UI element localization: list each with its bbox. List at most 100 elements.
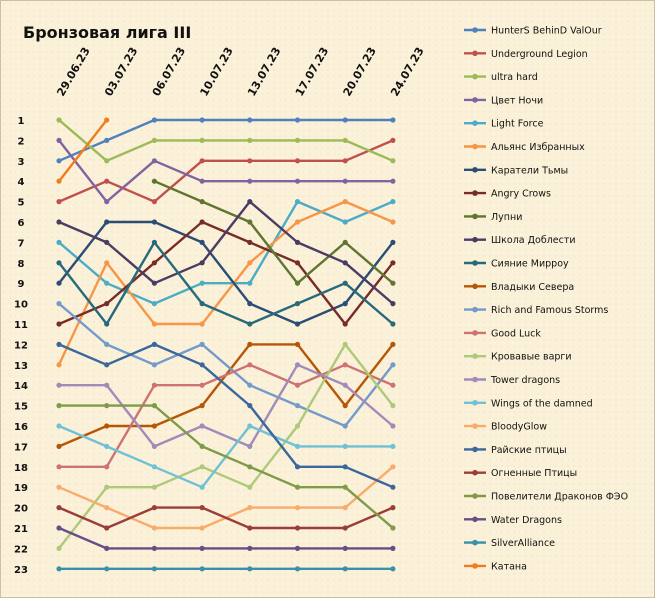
series [56, 464, 396, 531]
rank-label: 17 [14, 442, 28, 453]
legend-label: ultra hard [491, 72, 538, 83]
legend-swatch-marker [472, 516, 478, 523]
data-point [342, 403, 348, 409]
data-point [342, 525, 348, 531]
rank-label: 8 [18, 259, 25, 270]
data-point [199, 219, 205, 225]
legend-item: Good Luck [464, 328, 541, 339]
data-point [199, 178, 205, 184]
date-label: 20.07.23 [341, 45, 379, 99]
data-point [342, 443, 348, 449]
data-point [104, 443, 110, 449]
legend-swatch-marker [472, 563, 478, 569]
data-point [199, 382, 205, 388]
data-point [390, 341, 396, 347]
legend-label: Школа Доблести [491, 235, 576, 246]
data-point [56, 484, 62, 490]
data-point [294, 280, 301, 286]
data-point [390, 321, 396, 327]
legend-swatch-marker [472, 120, 478, 126]
data-point [342, 158, 348, 164]
data-point [390, 362, 396, 368]
data-point [294, 219, 301, 225]
data-point [247, 403, 253, 409]
data-point [104, 464, 110, 470]
data-point [151, 158, 157, 164]
series [56, 117, 396, 164]
legend-label: Огненные Птицы [491, 468, 577, 479]
data-point [56, 239, 62, 245]
data-point [104, 137, 110, 143]
data-point [104, 484, 110, 490]
data-point [199, 117, 205, 123]
series [56, 525, 396, 552]
data-point [247, 158, 253, 164]
data-point [56, 382, 62, 388]
data-point [56, 219, 62, 225]
data-point [390, 199, 396, 205]
data-point [199, 423, 205, 429]
data-point [342, 423, 348, 429]
data-point [342, 382, 348, 388]
legend-label: SilverAlliance [491, 538, 555, 549]
data-point [247, 219, 253, 225]
legend-item: Повелители Драконов ФЭО [464, 492, 628, 503]
data-point [390, 464, 396, 470]
legend-swatch-marker [472, 423, 478, 429]
series-line [57, 526, 395, 550]
data-point [151, 199, 157, 205]
data-point [342, 484, 348, 490]
data-point [342, 280, 348, 286]
data-point [56, 260, 62, 266]
data-point [342, 260, 348, 266]
series-line [57, 139, 395, 203]
data-point [247, 362, 253, 368]
date-axis: 29.06.23 03.07.23 06.07.23 10.07.23 13.07.23… [54, 45, 426, 99]
data-point [151, 117, 157, 123]
data-point [247, 341, 253, 347]
data-point [151, 239, 157, 245]
legend-swatch-marker [472, 306, 478, 313]
data-point [56, 117, 62, 123]
data-point [294, 423, 301, 429]
series [151, 178, 396, 286]
data-point [247, 464, 253, 470]
data-point [247, 137, 253, 143]
data-point [342, 362, 348, 368]
data-point [199, 525, 205, 531]
data-point [104, 239, 110, 245]
legend-label: Катана [491, 561, 527, 572]
data-point [342, 239, 348, 245]
series-line [57, 200, 395, 305]
legend-item: Райские птицы [464, 445, 567, 456]
data-point [104, 117, 110, 123]
data-point [151, 443, 157, 449]
legend-item: SilverAlliance [464, 538, 555, 549]
data-point [342, 566, 348, 572]
data-point [104, 403, 110, 409]
legend-item: Владыки Севера [464, 282, 574, 293]
rank-label: 9 [18, 279, 25, 290]
data-point [294, 341, 301, 347]
data-point [390, 301, 396, 307]
data-point [199, 505, 205, 511]
data-point [56, 199, 62, 205]
data-point [390, 158, 396, 164]
chart-title: Бронзовая лига III [23, 23, 191, 42]
legend-label: Light Force [491, 119, 544, 130]
data-point [247, 239, 253, 245]
data-point [247, 484, 253, 490]
data-point [56, 341, 62, 347]
data-point [390, 525, 396, 531]
series-line [57, 343, 395, 448]
data-point [104, 321, 110, 327]
series [56, 301, 396, 429]
data-point [247, 505, 253, 511]
data-point [247, 566, 253, 572]
legend-label: Лупни [491, 212, 522, 223]
data-point [199, 403, 205, 409]
date-label: 03.07.23 [102, 45, 140, 99]
rank-label: 4 [18, 177, 25, 188]
data-point [390, 545, 396, 552]
